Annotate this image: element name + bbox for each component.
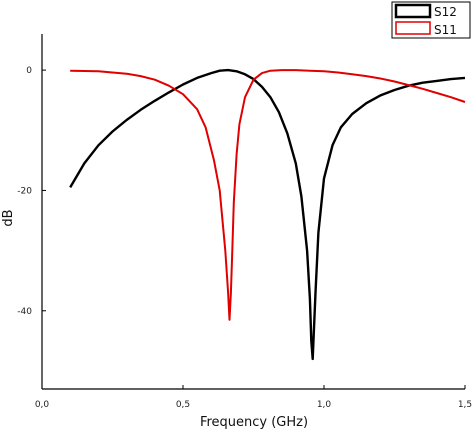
y-tick-label: 0 <box>26 66 32 76</box>
y-axis-title: dB <box>1 209 16 226</box>
series-line-s12 <box>69 68 466 361</box>
x-tick-label: 0,0 <box>35 400 50 410</box>
legend-swatch-s11 <box>395 21 431 35</box>
legend: S12 S11 <box>391 1 471 39</box>
y-tick-label: -20 <box>17 186 32 196</box>
axes: 0,0 0,5 1,0 1,5 0 -20 -40 <box>17 34 472 410</box>
x-tick-label: 1,0 <box>317 400 332 410</box>
x-tick-label: 0,5 <box>176 400 190 410</box>
legend-label-s11: S11 <box>434 23 457 37</box>
legend-swatch-s12 <box>394 3 432 19</box>
series-line-s11 <box>70 69 466 321</box>
x-tick-label: 1,5 <box>458 400 472 410</box>
series-layer <box>69 68 466 361</box>
x-axis-title: Frequency (GHz) <box>200 415 308 430</box>
y-tick-label: -40 <box>17 307 32 317</box>
legend-label-s12: S12 <box>434 5 457 19</box>
